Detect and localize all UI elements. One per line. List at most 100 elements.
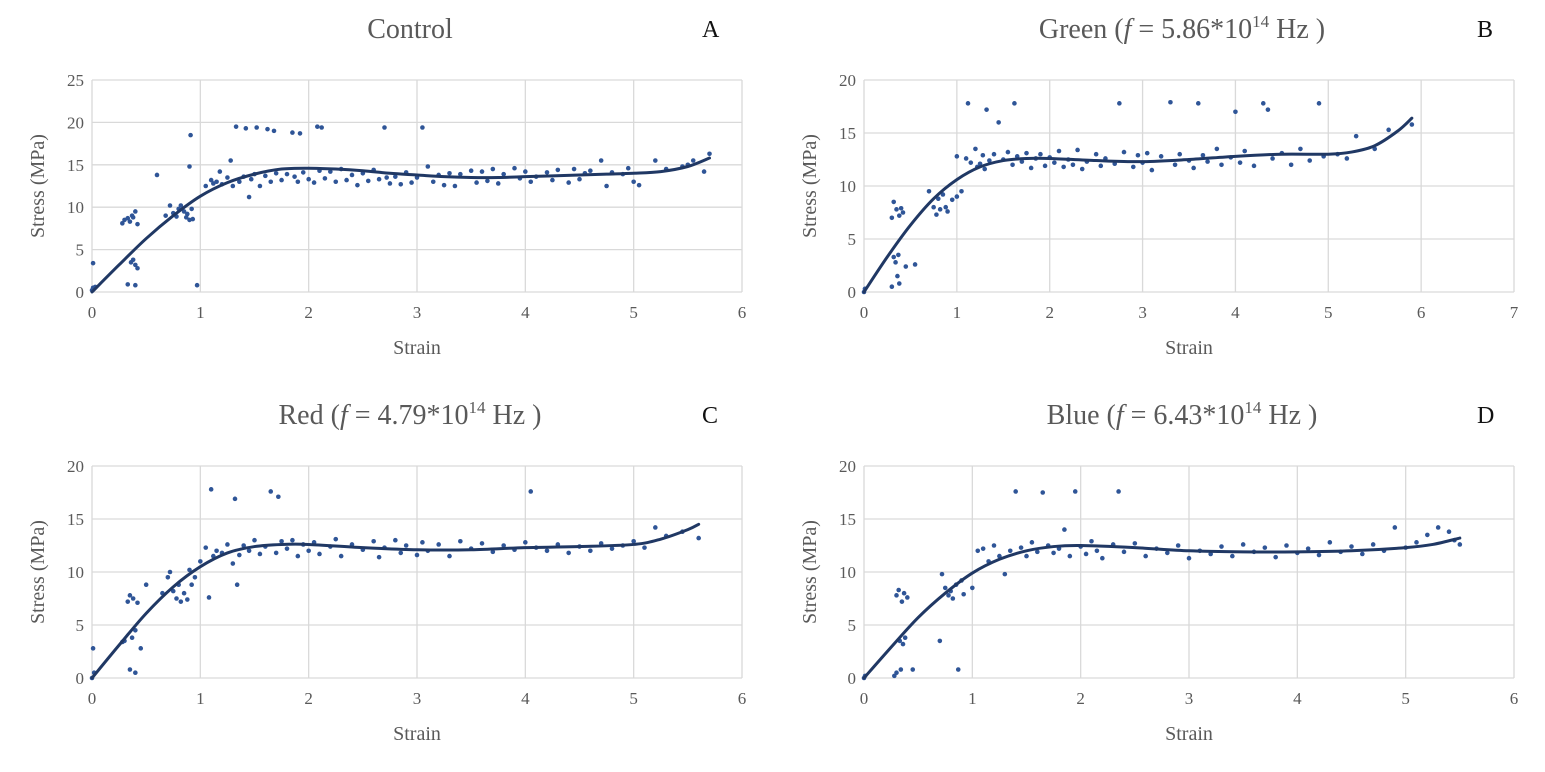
data-point bbox=[982, 166, 988, 172]
data-point bbox=[696, 535, 701, 541]
data-point bbox=[1344, 156, 1350, 161]
data-point bbox=[1135, 152, 1141, 158]
x-tick-label: 5 bbox=[1324, 303, 1333, 322]
data-point bbox=[528, 489, 534, 494]
data-point bbox=[214, 179, 219, 185]
data-point bbox=[125, 215, 131, 221]
y-tick-label: 25 bbox=[67, 71, 84, 90]
x-tick-label: 5 bbox=[1401, 689, 1410, 708]
chart-title: Green (f = 5.86*1014 Hz ) bbox=[852, 13, 1512, 46]
data-point bbox=[403, 543, 409, 548]
data-point bbox=[217, 169, 223, 174]
data-point bbox=[133, 209, 138, 214]
data-point bbox=[135, 600, 140, 606]
chart-c-plot: 0 5 10 15 20 0 1 2 3 4 5 6 Strain Stress (MPa) bbox=[27, 457, 746, 745]
data-point bbox=[452, 183, 458, 189]
trend-line bbox=[862, 116, 1414, 294]
data-point bbox=[208, 487, 214, 492]
data-point bbox=[268, 489, 274, 494]
data-point bbox=[458, 538, 463, 544]
data-point bbox=[912, 262, 918, 267]
x-tick-label: 2 bbox=[304, 303, 313, 322]
data-point bbox=[1012, 101, 1017, 106]
x-axis-label: Strain bbox=[393, 723, 441, 745]
data-point bbox=[1219, 544, 1224, 549]
x-tick-label: 1 bbox=[196, 303, 205, 322]
data-point bbox=[1298, 146, 1303, 152]
data-point bbox=[1353, 133, 1359, 139]
title-suffix: Hz ) bbox=[485, 400, 542, 431]
data-point bbox=[292, 174, 297, 179]
x-tick-label: 0 bbox=[860, 689, 869, 708]
data-point bbox=[252, 537, 257, 543]
data-point bbox=[1270, 156, 1275, 161]
data-point bbox=[382, 125, 387, 130]
data-point bbox=[604, 183, 609, 189]
data-point bbox=[273, 550, 279, 556]
title-prefix: Blue ( bbox=[1046, 400, 1116, 431]
y-tick-label: 15 bbox=[839, 510, 856, 529]
data-point bbox=[1067, 553, 1073, 559]
y-axis-label: Stress (MPa) bbox=[799, 134, 821, 238]
data-point bbox=[133, 282, 138, 288]
data-point bbox=[896, 252, 901, 258]
x-tick-label: 4 bbox=[1293, 689, 1302, 708]
data-point bbox=[970, 585, 975, 591]
data-point bbox=[271, 128, 277, 134]
data-point bbox=[939, 571, 945, 577]
y-tick-label: 5 bbox=[76, 241, 85, 260]
data-point bbox=[315, 124, 320, 129]
data-point bbox=[544, 170, 550, 175]
data-point bbox=[926, 189, 932, 194]
data-point bbox=[1446, 529, 1452, 535]
data-point bbox=[185, 211, 190, 217]
y-tick-label: 15 bbox=[67, 156, 84, 175]
data-point bbox=[127, 593, 133, 598]
data-point bbox=[1457, 542, 1463, 547]
data-point bbox=[279, 538, 284, 544]
data-point bbox=[490, 549, 496, 555]
data-point bbox=[1083, 551, 1089, 557]
data-point bbox=[1316, 101, 1322, 106]
data-point bbox=[1205, 159, 1210, 164]
data-point bbox=[387, 181, 393, 186]
y-axis-label: Stress (MPa) bbox=[27, 520, 49, 624]
data-point bbox=[894, 207, 899, 212]
y-tick-label: 0 bbox=[76, 283, 85, 302]
data-point bbox=[896, 213, 902, 218]
data-point bbox=[588, 168, 593, 174]
data-point bbox=[963, 156, 969, 161]
data-point bbox=[555, 167, 561, 173]
data-point bbox=[1200, 152, 1206, 158]
data-point bbox=[566, 180, 571, 185]
data-point bbox=[257, 183, 263, 189]
data-point bbox=[631, 179, 636, 185]
data-point bbox=[1038, 151, 1043, 157]
data-point bbox=[135, 265, 140, 271]
data-point bbox=[609, 546, 615, 551]
data-point bbox=[980, 152, 986, 158]
data-point bbox=[891, 254, 897, 260]
title-mid: = 5.86*10 bbox=[1131, 14, 1253, 45]
data-point bbox=[1132, 541, 1138, 546]
data-point bbox=[1240, 542, 1246, 547]
data-point bbox=[1260, 101, 1266, 106]
data-point bbox=[1010, 162, 1015, 168]
x-axis-label: Strain bbox=[393, 337, 441, 359]
x-tick-label: 1 bbox=[953, 303, 962, 322]
data-point bbox=[190, 216, 196, 222]
data-point bbox=[544, 548, 550, 554]
data-point bbox=[1130, 164, 1136, 170]
data-point bbox=[178, 203, 184, 208]
data-point bbox=[1013, 489, 1018, 494]
data-point bbox=[230, 561, 236, 566]
data-point bbox=[1435, 525, 1441, 530]
data-point bbox=[490, 166, 496, 172]
data-point bbox=[501, 543, 506, 548]
y-tick-label: 10 bbox=[67, 563, 84, 582]
data-point bbox=[265, 126, 270, 132]
data-point bbox=[130, 215, 136, 220]
data-point bbox=[1018, 545, 1024, 550]
data-point bbox=[1149, 167, 1155, 173]
data-point bbox=[946, 593, 951, 598]
